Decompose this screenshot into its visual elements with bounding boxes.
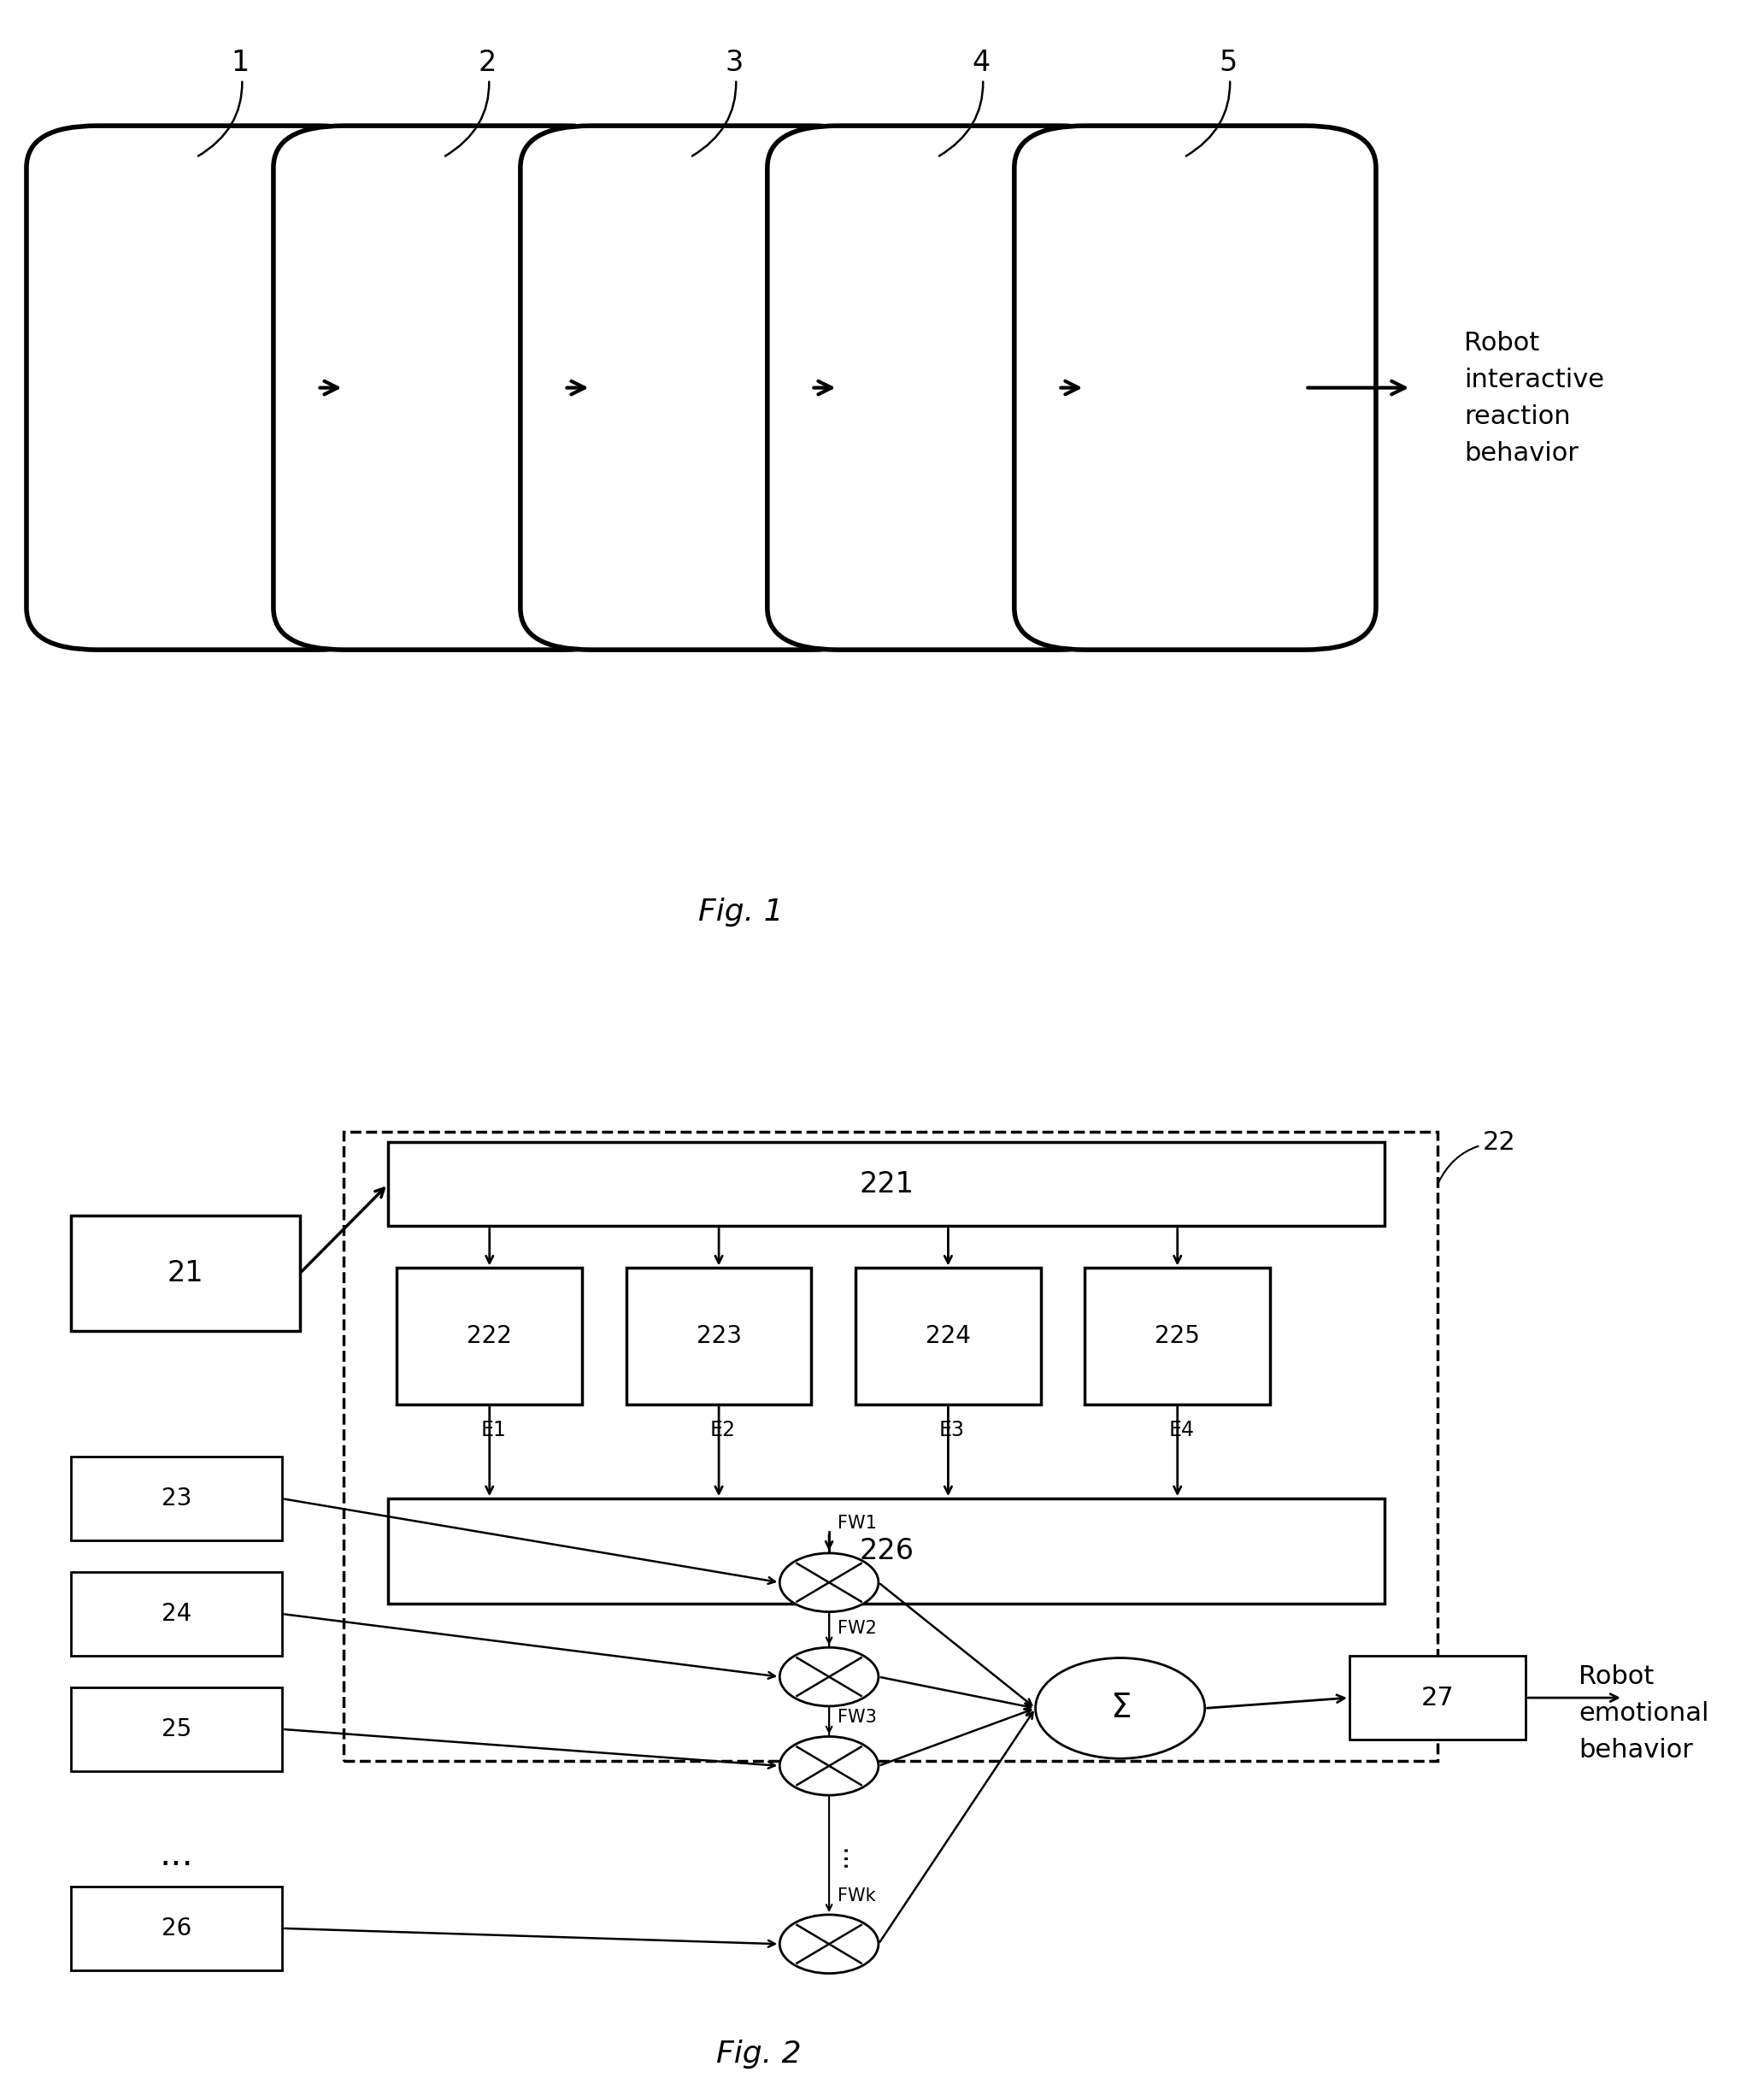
Text: E3: E3	[938, 1421, 965, 1440]
Text: 222: 222	[467, 1325, 512, 1348]
Text: 3: 3	[691, 48, 743, 155]
Bar	[344, 1132, 1438, 1761]
FancyBboxPatch shape	[856, 1268, 1041, 1404]
Circle shape	[1035, 1658, 1205, 1759]
Text: FW3: FW3	[838, 1708, 877, 1727]
Text: 22: 22	[1439, 1130, 1515, 1182]
FancyBboxPatch shape	[273, 126, 635, 650]
Text: Robot
interactive
reaction
behavior: Robot interactive reaction behavior	[1464, 331, 1603, 465]
Text: 23: 23	[161, 1486, 192, 1511]
Text: 224: 224	[926, 1325, 970, 1348]
FancyBboxPatch shape	[71, 1687, 282, 1771]
Text: Fig. 2: Fig. 2	[716, 2039, 801, 2069]
Text: 225: 225	[1155, 1325, 1200, 1348]
FancyBboxPatch shape	[626, 1268, 811, 1404]
Text: FW1: FW1	[838, 1515, 877, 1532]
Text: Robot
emotional
behavior: Robot emotional behavior	[1579, 1664, 1709, 1763]
FancyBboxPatch shape	[71, 1886, 282, 1970]
Circle shape	[780, 1553, 878, 1612]
FancyBboxPatch shape	[388, 1499, 1385, 1603]
Text: 4: 4	[938, 48, 990, 155]
FancyBboxPatch shape	[71, 1572, 282, 1656]
Text: E4: E4	[1168, 1421, 1194, 1440]
FancyBboxPatch shape	[767, 126, 1129, 650]
Circle shape	[780, 1916, 878, 1974]
Text: 2: 2	[445, 48, 496, 155]
Text: ···: ···	[834, 1842, 859, 1868]
Text: ···: ···	[159, 1847, 194, 1884]
Text: Fig. 1: Fig. 1	[699, 897, 783, 926]
FancyBboxPatch shape	[1349, 1656, 1526, 1740]
Text: $\Sigma$: $\Sigma$	[1110, 1691, 1131, 1725]
Text: 1: 1	[198, 48, 249, 155]
Text: FW2: FW2	[838, 1620, 877, 1637]
FancyBboxPatch shape	[520, 126, 882, 650]
Text: FWk: FWk	[838, 1886, 877, 1903]
Text: E1: E1	[480, 1421, 506, 1440]
Text: 25: 25	[161, 1717, 192, 1742]
Text: E2: E2	[709, 1421, 736, 1440]
Text: 223: 223	[697, 1325, 741, 1348]
FancyBboxPatch shape	[71, 1216, 300, 1331]
FancyBboxPatch shape	[397, 1268, 582, 1404]
FancyBboxPatch shape	[1085, 1268, 1270, 1404]
Text: 26: 26	[161, 1916, 192, 1941]
FancyBboxPatch shape	[388, 1142, 1385, 1226]
Text: 221: 221	[859, 1170, 914, 1199]
Text: 5: 5	[1185, 48, 1237, 155]
Text: 27: 27	[1422, 1685, 1454, 1710]
FancyBboxPatch shape	[1014, 126, 1376, 650]
Circle shape	[780, 1735, 878, 1794]
FancyBboxPatch shape	[71, 1457, 282, 1541]
Text: 21: 21	[168, 1260, 203, 1287]
Text: 226: 226	[859, 1536, 914, 1566]
Circle shape	[780, 1647, 878, 1706]
Text: 24: 24	[161, 1601, 192, 1626]
FancyBboxPatch shape	[26, 126, 388, 650]
